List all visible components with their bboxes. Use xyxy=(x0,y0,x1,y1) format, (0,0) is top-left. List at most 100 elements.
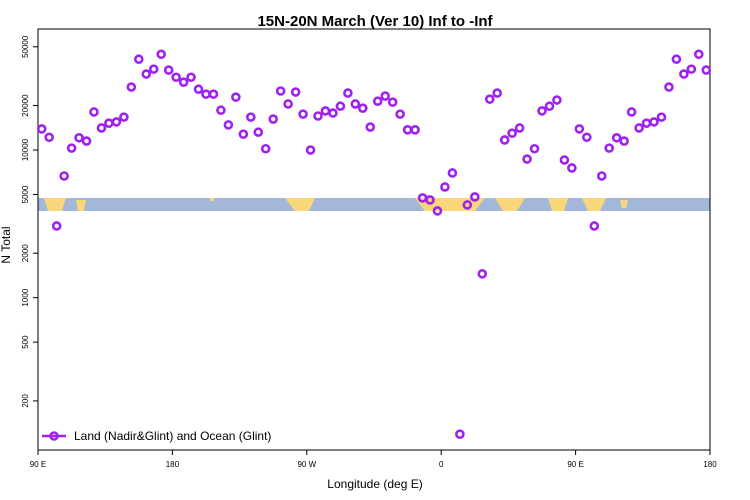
x-tick-label: 0 xyxy=(439,460,444,469)
data-point xyxy=(193,84,204,95)
data-point xyxy=(395,109,405,119)
data-point xyxy=(246,112,256,122)
data-point xyxy=(126,82,137,92)
data-point xyxy=(231,92,241,102)
data-point xyxy=(387,97,398,107)
data-point xyxy=(216,105,226,116)
data-point xyxy=(350,99,361,109)
y-tick-label: 200 xyxy=(21,394,30,408)
y-tick-label: 1000 xyxy=(21,288,30,306)
data-point xyxy=(156,49,166,60)
data-point xyxy=(537,106,547,116)
data-point xyxy=(328,108,338,118)
y-tick-label: 5000 xyxy=(21,185,30,203)
data-point xyxy=(649,117,659,127)
data-point xyxy=(499,135,510,145)
data-point xyxy=(589,221,600,231)
data-point xyxy=(372,96,383,107)
data-point xyxy=(290,87,301,97)
data-point xyxy=(253,127,264,138)
data-point xyxy=(134,54,144,65)
data-point xyxy=(656,112,667,122)
y-tick-label: 20000 xyxy=(21,94,30,117)
data-point xyxy=(552,95,562,105)
y-tick-label: 50000 xyxy=(21,35,30,58)
chart-title: 15N-20N March (Ver 10) Inf to -Inf xyxy=(257,13,493,30)
data-point xyxy=(402,125,413,135)
land-shapes xyxy=(44,198,628,211)
data-point xyxy=(186,72,196,83)
data-point xyxy=(462,200,473,210)
data-point xyxy=(335,101,346,112)
data-point xyxy=(51,221,62,231)
data-point xyxy=(178,77,189,87)
data-point xyxy=(492,88,503,98)
data-point xyxy=(671,54,682,65)
data-point xyxy=(320,106,331,116)
data-point xyxy=(634,123,644,133)
legend-marker xyxy=(49,431,59,441)
data-point xyxy=(604,143,615,153)
x-tick-label: 90 E xyxy=(30,460,46,469)
data-point xyxy=(425,195,435,205)
data-point xyxy=(268,114,279,124)
data-point xyxy=(477,269,488,279)
y-tick-label: 2000 xyxy=(21,244,30,262)
x-tick-label: 180 xyxy=(166,460,180,469)
data-point xyxy=(410,125,420,135)
data-point xyxy=(44,132,55,143)
data-point xyxy=(559,155,570,165)
data-point xyxy=(275,86,286,96)
data-point xyxy=(201,89,211,99)
data-point xyxy=(89,107,99,117)
x-tick-label: 180 xyxy=(703,460,717,469)
data-point xyxy=(298,109,308,119)
data-point xyxy=(567,163,577,173)
plot-frame xyxy=(37,28,711,451)
data-point xyxy=(440,182,450,192)
data-point xyxy=(111,117,122,127)
data-point xyxy=(141,69,152,79)
data-point xyxy=(701,65,712,75)
data-point xyxy=(238,129,249,139)
data-point xyxy=(74,132,84,143)
data-point xyxy=(581,132,592,143)
map-strip xyxy=(38,198,710,211)
data-point xyxy=(104,118,114,128)
data-point xyxy=(357,103,368,113)
data-point xyxy=(417,193,428,203)
data-point xyxy=(664,82,674,92)
x-tick-label: 90 W xyxy=(297,460,316,469)
data-point xyxy=(223,120,234,130)
data-point xyxy=(96,123,107,133)
data-point xyxy=(148,64,159,74)
data-point xyxy=(66,143,77,153)
data-point xyxy=(305,145,316,155)
data-point xyxy=(455,429,465,439)
data-point xyxy=(432,206,443,216)
data-point xyxy=(119,112,129,122)
data-point xyxy=(544,101,555,112)
data-point xyxy=(574,124,585,134)
data-point xyxy=(469,192,480,202)
data-point xyxy=(679,69,689,79)
data-point xyxy=(283,99,293,109)
data-point xyxy=(208,89,219,99)
data-point xyxy=(81,136,92,146)
data-point xyxy=(626,107,637,117)
data-point xyxy=(619,136,629,146)
data-point xyxy=(484,94,495,104)
ocean-band xyxy=(38,198,710,211)
data-point xyxy=(260,143,271,154)
y-tick-label: 500 xyxy=(21,335,30,349)
data-point xyxy=(596,171,607,181)
x-tick-label: 90 E xyxy=(567,460,583,469)
data-point xyxy=(36,124,47,134)
y-axis-label: N Total xyxy=(0,226,13,263)
data-point xyxy=(507,128,517,138)
data-point xyxy=(693,49,704,60)
data-point xyxy=(163,65,174,75)
data-point xyxy=(641,118,652,128)
x-axis-label: Longitude (deg E) xyxy=(327,477,422,491)
